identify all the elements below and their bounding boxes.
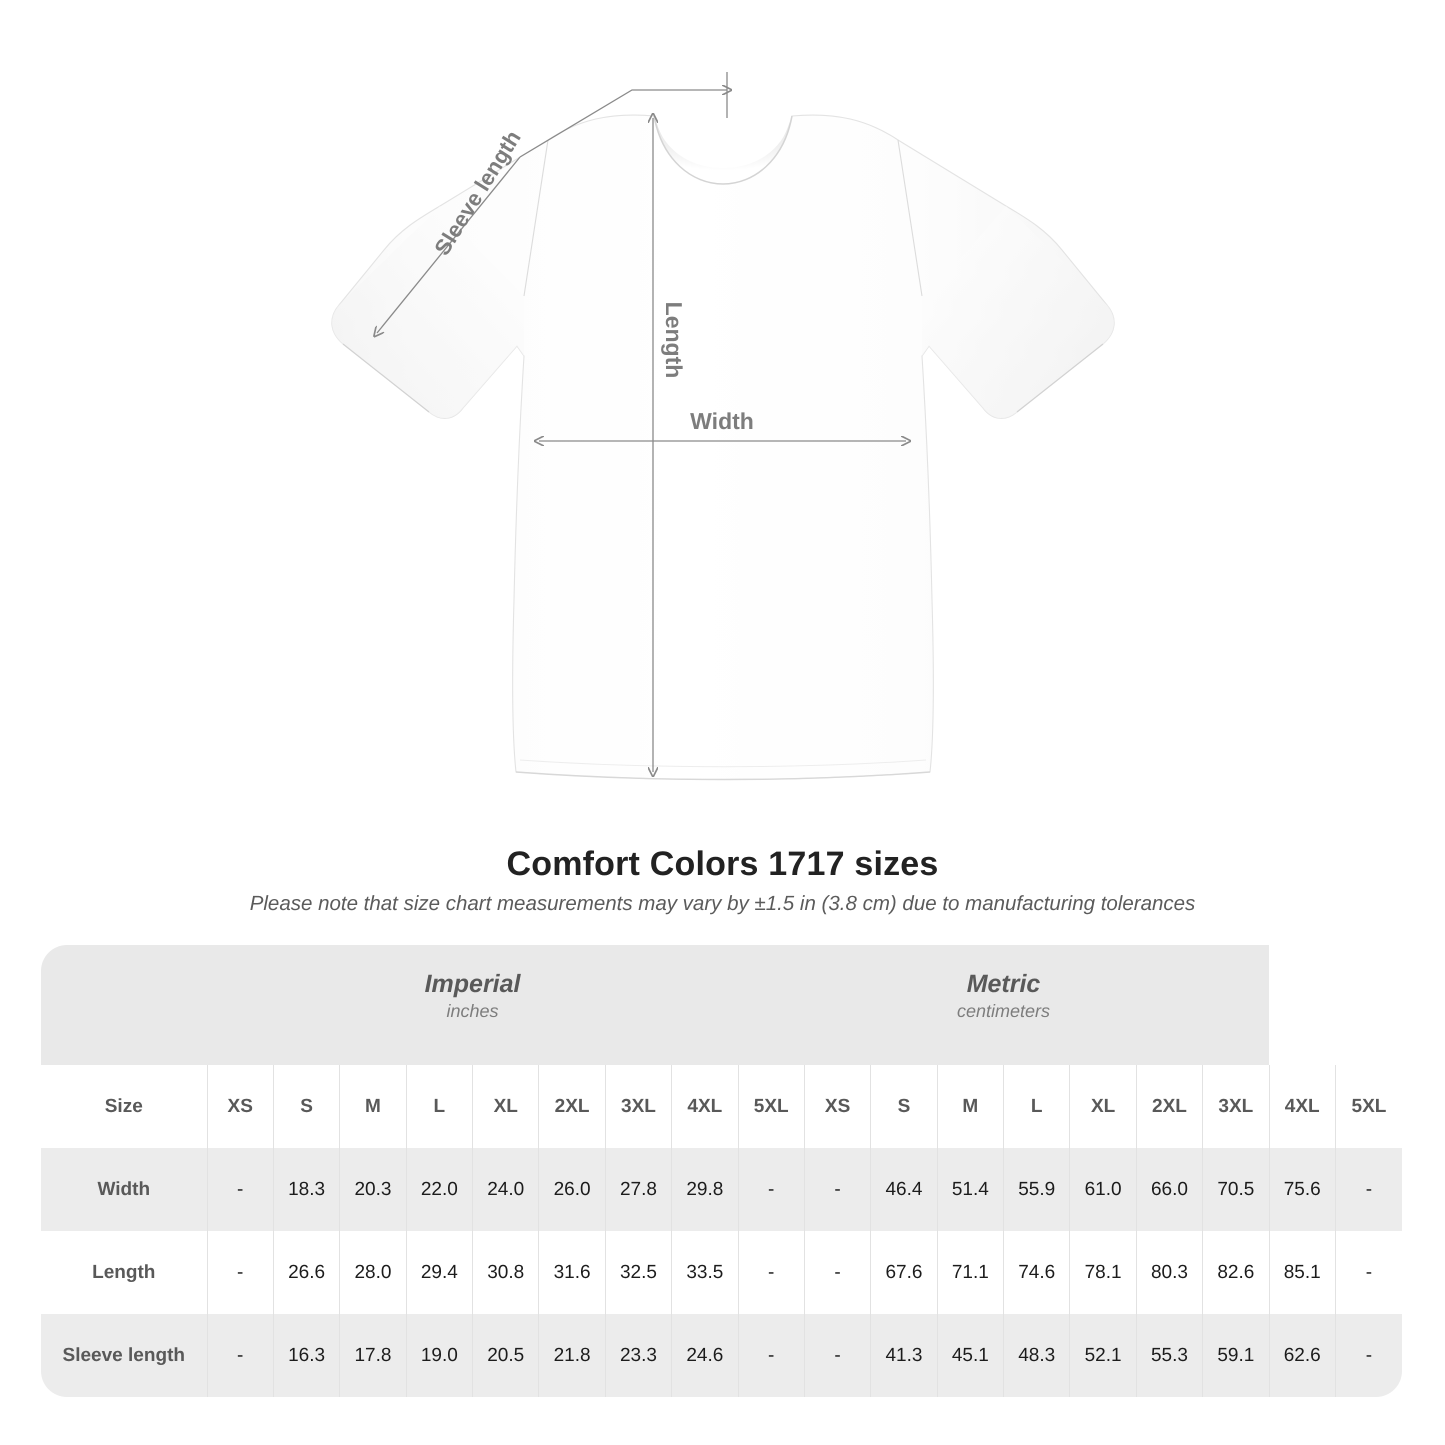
svg-text:Length: Length [661,302,687,379]
svg-text:Width: Width [690,408,754,434]
